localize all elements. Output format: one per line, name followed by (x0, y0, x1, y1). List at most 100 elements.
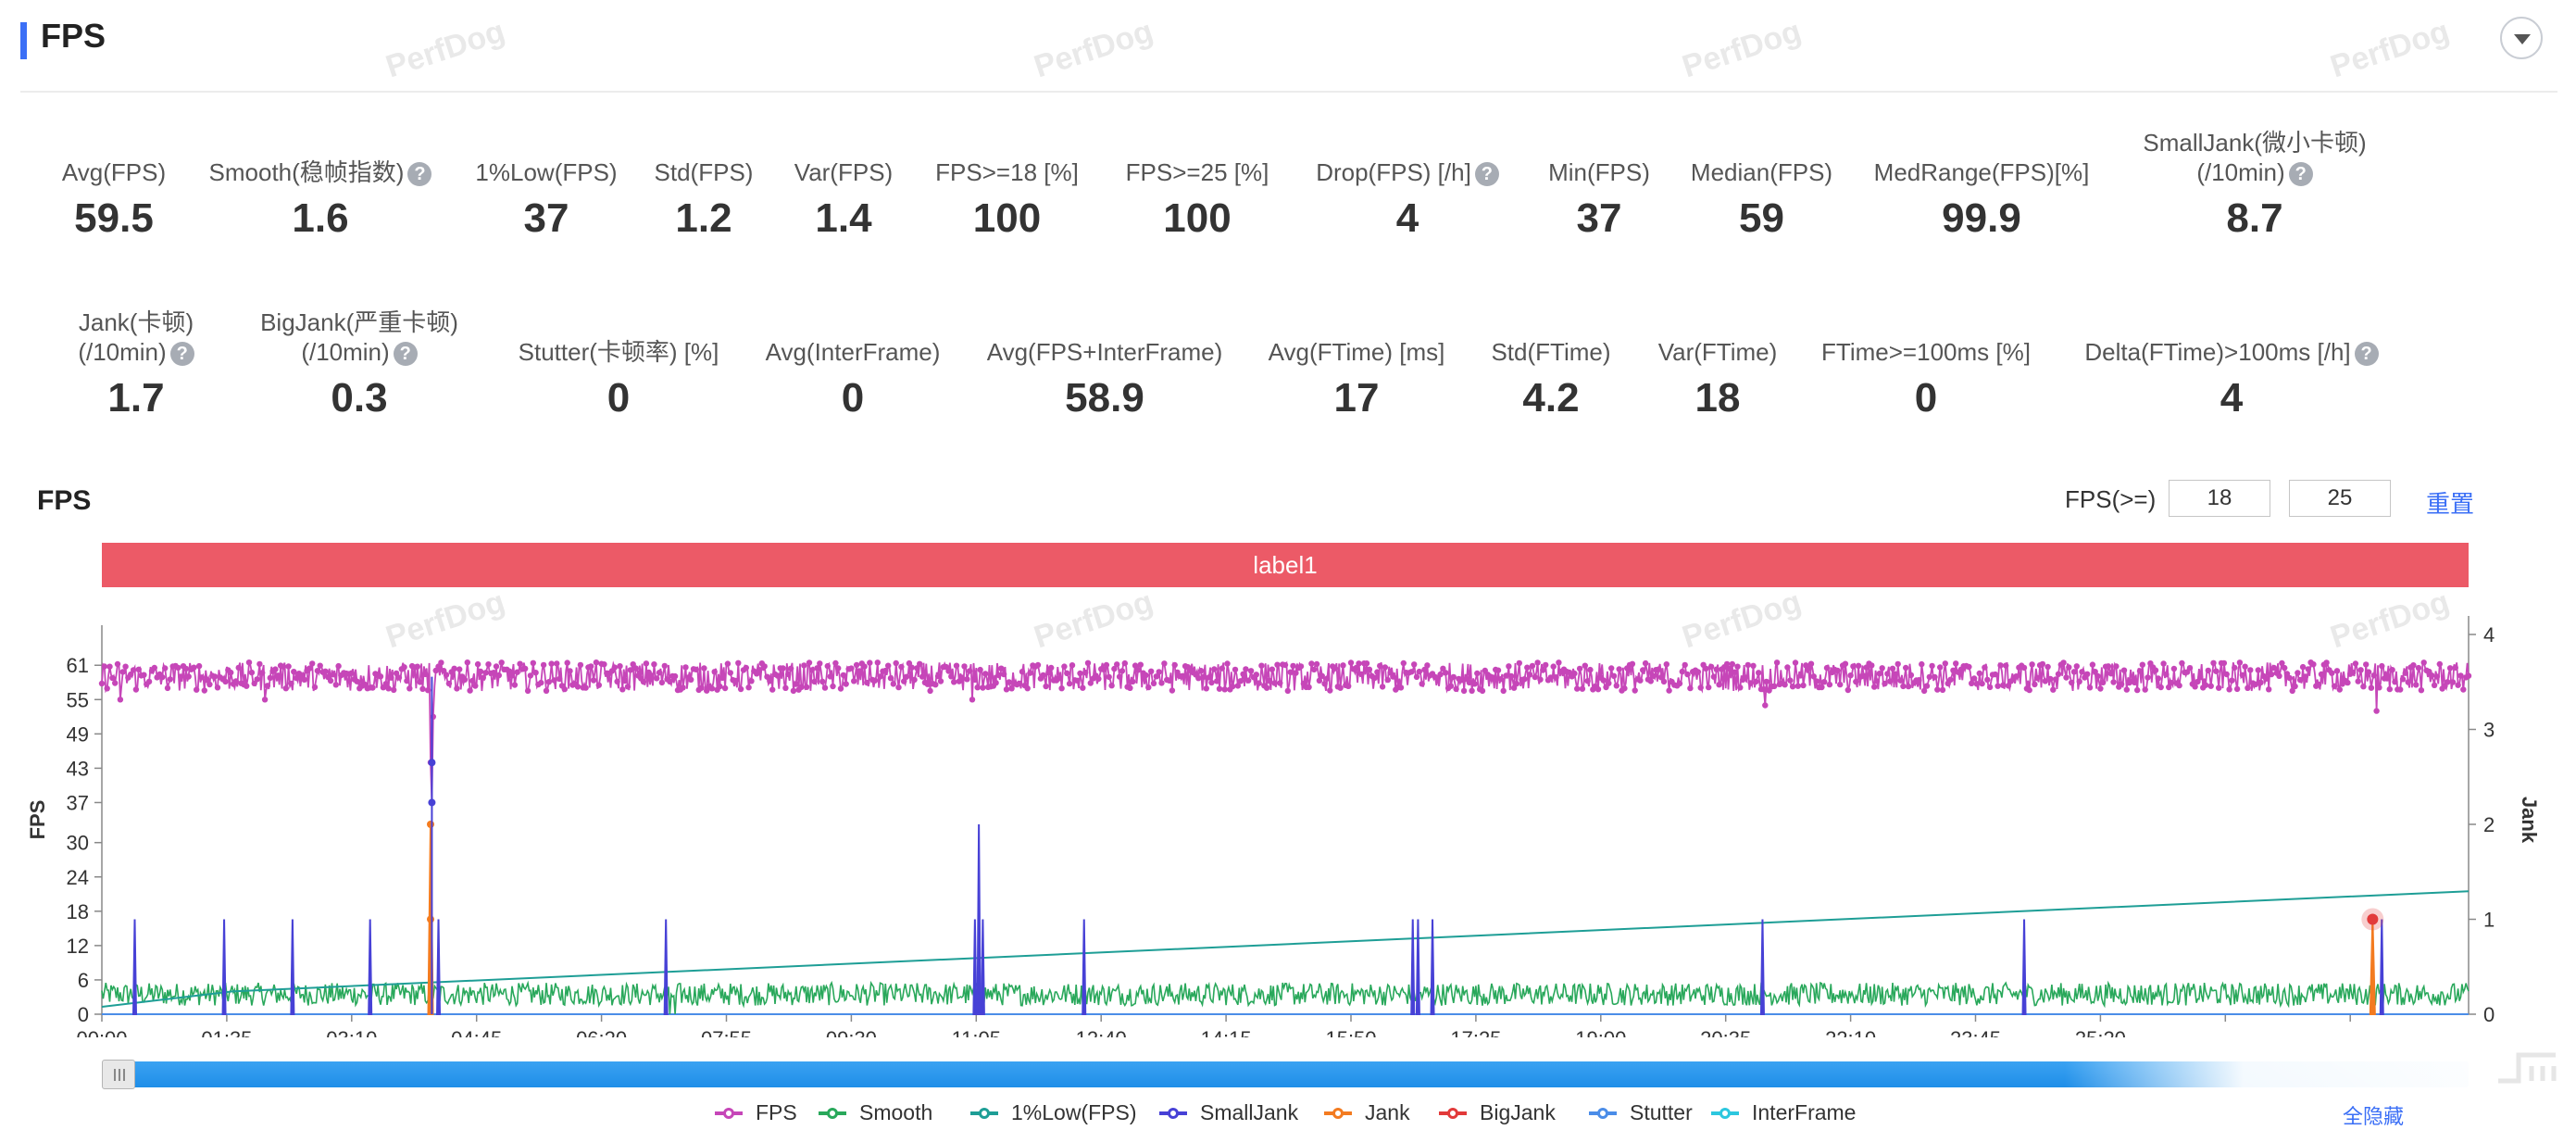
metric-label: Avg(FPS) (61, 158, 167, 186)
fps-point (1516, 659, 1523, 667)
fps-point (2226, 686, 2232, 693)
fps-chart[interactable]: 061218243037434955610123400:0001:3503:10… (0, 593, 2576, 1037)
fps-point (1937, 664, 1944, 671)
metric-value: 0 (841, 375, 865, 421)
fps-threshold-input-2[interactable] (2289, 480, 2391, 517)
fps-point (1150, 680, 1157, 686)
fps-point (967, 668, 973, 674)
fps-point (1263, 684, 1270, 691)
fps-point (2003, 662, 2009, 669)
fps-point (245, 659, 253, 666)
collapse-button[interactable] (2500, 17, 2543, 59)
fps-point (2455, 682, 2461, 688)
fps-point (1494, 667, 1502, 673)
fps-point (701, 665, 707, 672)
fps-point (301, 676, 307, 683)
fps-point (2097, 685, 2104, 692)
fps-point (2263, 675, 2270, 682)
fps-point (532, 670, 539, 676)
y-tick-label: 49 (67, 722, 89, 746)
legend-marker (723, 1108, 734, 1119)
fps-point (2052, 676, 2059, 683)
fps-point (1763, 678, 1769, 685)
fps-point (1587, 666, 1594, 673)
fps-point (211, 673, 219, 680)
fps-point (877, 673, 883, 680)
fps-point (2223, 671, 2230, 678)
fps-point (1966, 663, 1972, 671)
fps-point (1729, 660, 1736, 668)
fps-point (261, 697, 269, 703)
chevron-down-icon (2514, 34, 2531, 44)
smalljank-spike (2379, 919, 2384, 1015)
smalljank-spike (2021, 919, 2027, 1015)
metric-label: FTime>=100ms [%] (1821, 338, 2031, 366)
metric-label: Var(FPS) (794, 158, 894, 186)
fps-point (1127, 684, 1133, 691)
help-icon[interactable]: ? (407, 162, 432, 187)
fps-point (1321, 681, 1328, 687)
fps-point (582, 684, 589, 691)
y-tick-label: 61 (67, 654, 89, 677)
reset-link[interactable]: 重置 (2426, 490, 2475, 518)
smalljank-point (428, 798, 436, 807)
fps-point (2210, 659, 2217, 666)
fps-point (1837, 681, 1844, 688)
fps-point (561, 685, 568, 693)
hide-all-link[interactable]: 全隐藏 (2343, 1105, 2405, 1128)
fps-point (1873, 678, 1881, 684)
fps-point (590, 677, 597, 684)
metric-value: 18 (1694, 375, 1741, 421)
metric-value: 4 (2220, 375, 2244, 421)
fps-point (2142, 686, 2148, 693)
fps-point (2073, 663, 2080, 670)
fps-point (648, 672, 655, 679)
fps-point (162, 665, 169, 672)
fps-point (104, 685, 110, 692)
fps-point (314, 668, 321, 674)
timeline-scroll-handle[interactable] (102, 1060, 135, 1089)
metric-var-fps: Var(FPS) 1.4 (779, 157, 908, 245)
x-tick-label: 15:50 (1325, 1027, 1376, 1037)
expand-chart-icon[interactable] (2491, 1042, 2565, 1088)
fps-point (2255, 667, 2261, 673)
fps-point (1232, 666, 1239, 673)
fps-point (1939, 686, 1946, 694)
fps-point (1810, 673, 1818, 680)
fps-point (2136, 668, 2144, 674)
fps-point (2163, 672, 2170, 678)
fps-point (112, 680, 119, 686)
fps-point (801, 662, 807, 669)
metric-value: 8.7 (2226, 195, 2283, 241)
metric-fps-ge-25: FPS>=25 [%] 100 (1114, 157, 1281, 245)
metric-label: Var(FTime) (1657, 338, 1778, 366)
fps-point (927, 687, 933, 695)
fps-point (1497, 676, 1505, 683)
label-bar[interactable]: label1 (102, 543, 2469, 587)
fps-point (1058, 685, 1065, 692)
help-icon[interactable]: ? (393, 342, 418, 367)
fps-point (1137, 661, 1144, 668)
fps-point (291, 669, 297, 675)
fps-point (1771, 683, 1778, 690)
help-icon[interactable]: ? (1474, 162, 1499, 187)
fps-point (1132, 662, 1139, 669)
fps-point (467, 687, 473, 694)
fps-point (1437, 671, 1444, 678)
fps-point (704, 687, 710, 694)
fps-threshold-input-1[interactable] (2169, 480, 2270, 517)
fps-point (132, 686, 140, 693)
fps-point (588, 663, 594, 670)
fps-point (1606, 680, 1612, 686)
fps-point (1382, 664, 1389, 671)
fps-point (1521, 676, 1528, 683)
fps-point (159, 673, 166, 681)
fps-point (128, 671, 134, 678)
fps-point (98, 680, 106, 687)
help-icon[interactable]: ? (2354, 342, 2379, 367)
fps-point (1550, 663, 1557, 670)
help-icon[interactable]: ? (169, 342, 194, 367)
y2-tick-label: 1 (2483, 909, 2495, 932)
fps-point (1111, 665, 1118, 672)
help-icon[interactable]: ? (2288, 162, 2313, 187)
